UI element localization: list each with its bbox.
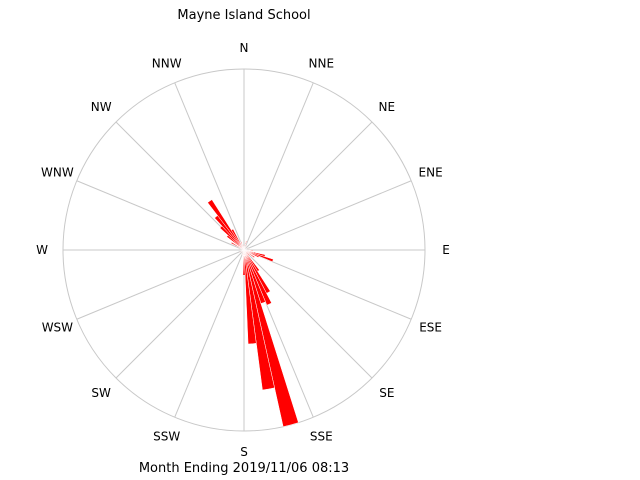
direction-labels: N NNE NE ENE E ESE SE SSE S SSW SW WSW W WNW NW NNW (36, 41, 450, 459)
direction-label-s: S (240, 445, 248, 459)
wind-sector-350 (242, 244, 245, 251)
chart-footer: Month Ending 2019/11/06 08:13 (139, 461, 349, 476)
wind-sector-170 (243, 249, 275, 391)
wind-sector-75 (243, 248, 250, 251)
wind-sector-180 (242, 249, 246, 276)
wind-sector-285 (238, 248, 245, 251)
wind-sector-220 (241, 249, 245, 254)
sector-layer (207, 199, 299, 428)
wind-sector-185 (242, 249, 245, 258)
wind-sector-30 (243, 244, 248, 251)
direction-label-n: N (240, 41, 249, 55)
spoke-ssw (174, 249, 245, 418)
wind-sector-115 (243, 249, 260, 258)
spoke-ene (243, 180, 412, 251)
wind-sector-260 (240, 249, 245, 252)
direction-label-nnw: NNW (152, 56, 182, 70)
spoke-sw (115, 249, 245, 379)
wind-sector-325 (207, 199, 245, 251)
wind-sector-240 (238, 249, 245, 254)
direction-label-wnw: WNW (41, 166, 74, 180)
direction-label-se: SE (379, 386, 394, 400)
wind-sector-15 (243, 240, 248, 251)
wind-sector-175 (243, 249, 257, 345)
wind-sector-340 (240, 241, 245, 251)
direction-label-sse: SSE (310, 430, 333, 444)
wind-sector-330 (231, 228, 245, 251)
wind-sector-165 (243, 249, 299, 428)
spoke-nne (243, 82, 314, 251)
grid-layer (62, 68, 426, 432)
direction-label-ene: ENE (419, 166, 443, 180)
spoke-wsw (76, 249, 245, 320)
direction-label-nne: NNE (309, 56, 335, 70)
spoke-ne (243, 121, 373, 251)
direction-label-sw: SW (91, 386, 111, 400)
direction-label-nw: NW (91, 100, 112, 114)
direction-label-ssw: SSW (153, 430, 180, 444)
wind-sector-320 (214, 215, 245, 251)
wind-sector-125 (243, 249, 256, 259)
direction-label-e: E (442, 243, 450, 257)
direction-label-wsw: WSW (42, 320, 73, 334)
wind-sector-200 (241, 249, 245, 256)
wind-sector-55 (243, 247, 248, 251)
wind-sector-155 (243, 249, 272, 306)
direction-label-w: W (36, 243, 48, 257)
direction-label-ese: ESE (419, 320, 442, 334)
wind-sector-300 (230, 241, 245, 251)
chart-title: Mayne Island School (177, 8, 310, 23)
spoke-wnw (76, 180, 245, 251)
spoke-se (243, 249, 373, 379)
direction-label-ne: NE (379, 100, 396, 114)
spoke-nnw (174, 82, 245, 251)
